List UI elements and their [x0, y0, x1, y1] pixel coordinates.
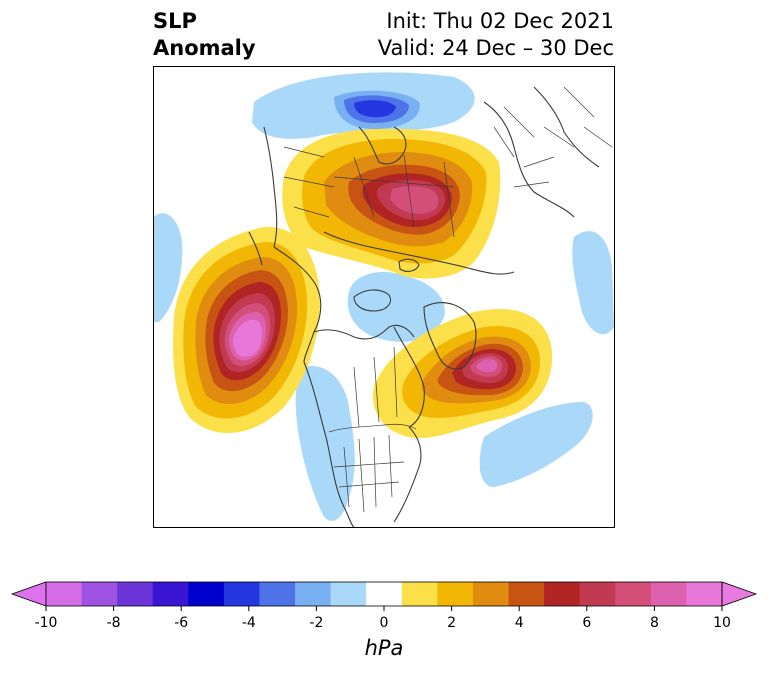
coast-scandinavia: [358, 126, 407, 165]
colorbar-segment: [401, 582, 438, 606]
title-valid-range: Valid: 24 Dec – 30 Dec: [377, 36, 614, 60]
colorbar-segment: [650, 582, 687, 606]
colorbar-segment: [117, 582, 154, 606]
title-variable: SLP: [153, 9, 197, 33]
map-title-right: Init: Thu 02 Dec 2021 Valid: 24 Dec – 30…: [378, 8, 614, 62]
map-title-left: SLP Anomaly: [153, 8, 256, 62]
positive-anomaly-greenland: [373, 308, 553, 438]
border-russia-1: [333, 154, 455, 238]
coast-asia-east: [263, 126, 278, 248]
colorbar-tick-label: -10: [35, 615, 58, 631]
colorbar-tick-label: 10: [713, 615, 731, 631]
border-canada-provinces: [353, 346, 398, 428]
negative-anomaly-regions: [154, 72, 614, 521]
coast-japan: [248, 231, 263, 266]
anomaly-region-asia-east-low: [572, 231, 614, 335]
coast-mediterranean: [533, 86, 600, 168]
low-core-inner: [354, 100, 396, 118]
colorbar-segment: [188, 582, 225, 606]
coast-north-america-west: [303, 361, 355, 527]
coast-svalbard: [398, 258, 420, 272]
colorbar-segment: [686, 582, 723, 606]
positive-anomaly-pacific: [172, 226, 320, 434]
positive-anomaly-eurasia: [282, 128, 501, 279]
colorbar-segment: [508, 582, 545, 606]
colorbar-segment: [295, 582, 332, 606]
coast-europe: [483, 101, 575, 218]
anomaly-region-left-edge: [154, 213, 183, 322]
colorbar-segment: [366, 582, 403, 606]
colorbar-tick-label: -8: [107, 615, 121, 631]
colorbar-tick-label: 6: [582, 615, 591, 631]
colorbar-segment: [437, 582, 474, 606]
coast-alaska: [273, 246, 322, 363]
colorbar-tick-label: 8: [650, 615, 659, 631]
colorbar-extend-high: [721, 581, 758, 607]
colorbar-unit-label: hPa: [364, 636, 404, 660]
strong-negative-core: [334, 90, 420, 129]
coastlines: [248, 86, 600, 527]
colorbar-tick-label: -2: [309, 615, 323, 631]
border-asia: [283, 86, 613, 218]
eurasia-ridge-7hpa: [390, 186, 439, 214]
map-canvas: [154, 72, 614, 527]
coast-arctic-canada: [313, 324, 415, 340]
colorbar-tick-label: -6: [174, 615, 188, 631]
colorbar-tick-label: 4: [515, 615, 524, 631]
colorbar-tick-label: -4: [242, 615, 256, 631]
colorbar-tick-label: 0: [380, 615, 389, 631]
coast-hudson-bay: [393, 326, 425, 428]
colorbar-segment: [579, 582, 616, 606]
pacific-ridge-9hpa: [232, 319, 262, 357]
greenland-ridge-8hpa: [476, 359, 498, 372]
border-us-states-1: [333, 434, 405, 513]
coast-greenland: [423, 302, 477, 370]
colorbar-segment: [81, 582, 118, 606]
colorbar-segments: [10, 581, 758, 607]
colorbar-extend-low: [10, 581, 47, 607]
border-europe: [493, 106, 575, 188]
anomaly-region-atlantic-low: [479, 402, 593, 487]
colorbar-segment: [259, 582, 296, 606]
coast-ellesmere: [353, 289, 392, 312]
colorbar-segment: [544, 582, 581, 606]
colorbar-segment: [472, 582, 510, 606]
colorbar-segment: [330, 582, 367, 606]
colorbar-segment: [152, 582, 189, 606]
colorbar-segment: [46, 582, 83, 606]
colorbar-tick-label: 2: [447, 615, 456, 631]
coast-east-america: [393, 426, 422, 523]
title-field: Anomaly: [153, 36, 256, 60]
colorbar-segment: [615, 582, 652, 606]
coast-siberia: [323, 231, 515, 275]
colorbar-ticks: -10 -8 -6 -4 -2 0 2 4 6 8 10: [35, 606, 731, 631]
colorbar-segment: [223, 582, 260, 606]
title-init-date: Init: Thu 02 Dec 2021: [386, 9, 614, 33]
anomaly-map: [153, 66, 615, 528]
country-borders: [283, 86, 613, 513]
colorbar: -10 -8 -6 -4 -2 0 2 4 6 8 10: [0, 570, 768, 670]
anomaly-region-west-america-low: [295, 366, 355, 521]
colorbar-svg: -10 -8 -6 -4 -2 0 2 4 6 8 10: [10, 581, 758, 631]
border-us-canada: [328, 423, 417, 433]
